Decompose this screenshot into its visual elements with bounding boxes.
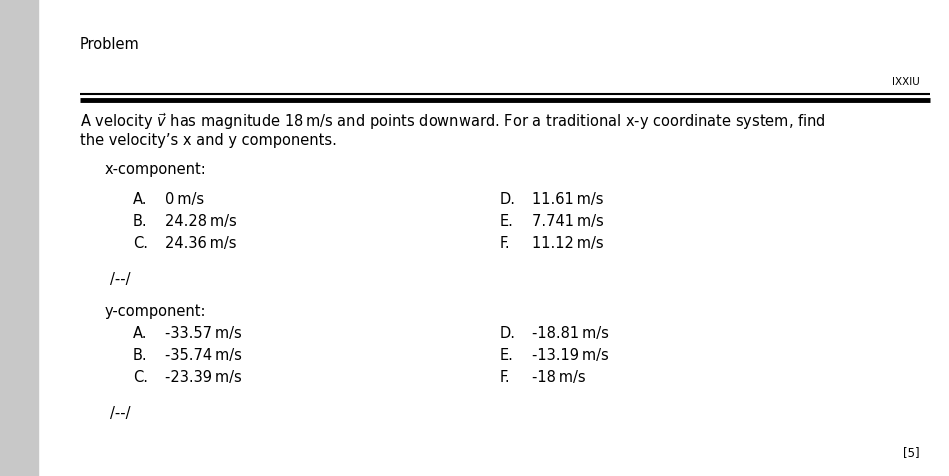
Text: C.: C. [133,369,148,384]
Text: 24.28 m/s: 24.28 m/s [165,214,236,228]
Text: A velocity $\vec{v}$ has magnitude 18 m/s and points downward. For a traditional: A velocity $\vec{v}$ has magnitude 18 m/… [80,111,826,131]
Text: B.: B. [133,214,148,228]
Text: -35.74 m/s: -35.74 m/s [165,347,242,362]
Text: C.: C. [133,236,148,250]
Text: -18 m/s: -18 m/s [532,369,586,384]
Text: 7.741 m/s: 7.741 m/s [532,214,604,228]
Text: y-component:: y-component: [105,303,207,318]
Text: D.: D. [500,325,516,340]
Text: /--/: /--/ [110,405,131,420]
Text: E.: E. [500,214,513,228]
Text: E.: E. [500,347,513,362]
Text: 11.61 m/s: 11.61 m/s [532,192,604,207]
Text: -23.39 m/s: -23.39 m/s [165,369,242,384]
Text: -33.57 m/s: -33.57 m/s [165,325,242,340]
Text: [5]: [5] [903,445,920,458]
Text: the velocity’s x and y components.: the velocity’s x and y components. [80,133,337,148]
Bar [0,0,38,476]
Text: IXXIU: IXXIU [892,77,920,87]
Text: Problem: Problem [80,37,140,52]
Text: 11.12 m/s: 11.12 m/s [532,236,604,250]
Text: A.: A. [133,325,147,340]
Text: A.: A. [133,192,147,207]
Text: F.: F. [500,369,511,384]
Text: /--/: /--/ [110,271,131,287]
Text: B.: B. [133,347,148,362]
Text: x-component:: x-component: [105,162,207,177]
Text: -18.81 m/s: -18.81 m/s [532,325,609,340]
Text: D.: D. [500,192,516,207]
Text: F.: F. [500,236,511,250]
Text: -13.19 m/s: -13.19 m/s [532,347,608,362]
Text: 0 m/s: 0 m/s [165,192,204,207]
Text: 24.36 m/s: 24.36 m/s [165,236,236,250]
